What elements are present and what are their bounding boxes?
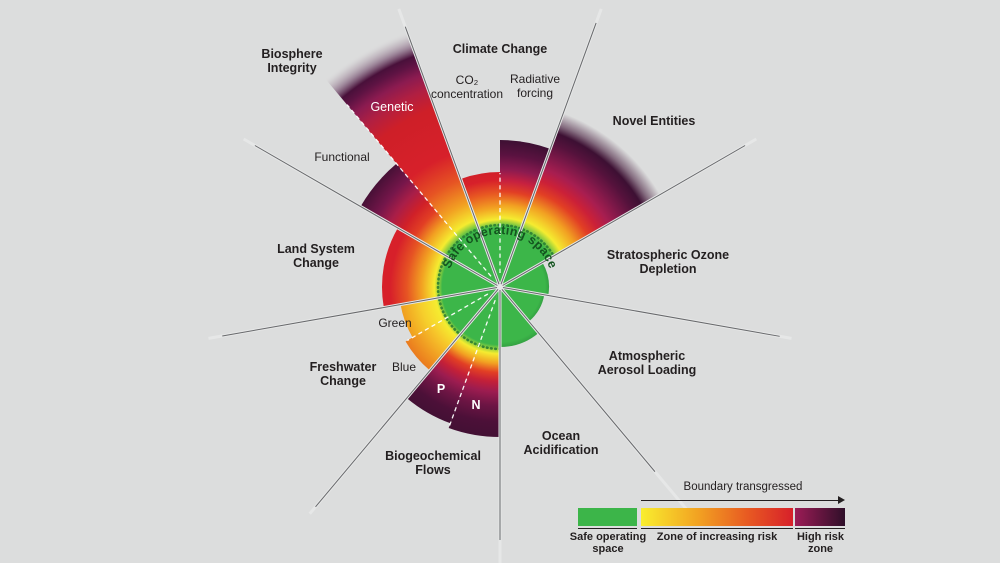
- sector-line: [222, 287, 498, 337]
- legend-safe-swatch: [578, 508, 637, 526]
- arrow-right-icon: [641, 496, 845, 505]
- wedge-green-water: [400, 287, 500, 338]
- legend-zone-label: Zone of increasing risk: [656, 531, 778, 543]
- subdivision-dashed-line: [407, 293, 489, 342]
- wedge-genetic: [325, 31, 500, 288]
- wedge-ocean-acidification: [500, 287, 539, 347]
- sector-line: [404, 26, 500, 285]
- wedge-atmospheric-aerosol-loading: [500, 287, 545, 322]
- legend-safe-label: Safe operating space: [569, 531, 647, 555]
- wedge-blue-water: [405, 287, 500, 371]
- sector-line: [315, 288, 499, 508]
- arrow-head: [838, 496, 845, 504]
- legend: Boundary transgressed Safe operating spac…: [570, 481, 853, 561]
- sector-line: [500, 22, 597, 285]
- legend-high-label: High risk zone: [796, 531, 845, 555]
- sector-line: [254, 145, 498, 286]
- wedge-novel-entities: [500, 113, 661, 287]
- wedge-functional: [360, 163, 500, 287]
- arrow-shaft: [641, 499, 839, 501]
- wedge-nitrogen: [448, 287, 500, 437]
- legend-arrow-label: Boundary transgressed: [683, 481, 803, 493]
- wedge-phosphorus: [406, 287, 500, 424]
- legend-zone-swatch: [641, 508, 793, 526]
- sector-line: [502, 145, 746, 286]
- legend-high-rule: [795, 528, 845, 529]
- legend-high-swatch: [795, 508, 845, 526]
- legend-safe-rule: [578, 528, 637, 529]
- sector-line: [502, 287, 780, 337]
- legend-zone-rule: [641, 528, 793, 529]
- wedge-stratospheric-ozone-depletion: [500, 262, 550, 296]
- sector-line: [501, 288, 656, 472]
